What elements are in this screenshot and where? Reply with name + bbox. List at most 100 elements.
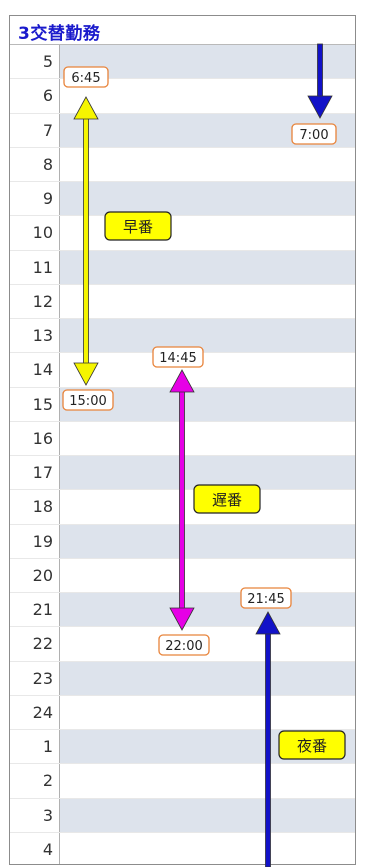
hour-cell	[60, 147, 355, 181]
hour-label-cell: 5	[10, 45, 60, 79]
early-shift-start-time: 6:45	[71, 71, 100, 86]
hour-label-cell: 4	[10, 832, 60, 864]
hour-label-cell: 18	[10, 490, 60, 524]
night-shift-arrow-head-up	[255, 611, 281, 635]
hour-row: 4	[10, 832, 355, 864]
hour-label: 11	[32, 257, 53, 277]
hour-row: 2	[10, 764, 355, 799]
hour-label-cell: 22	[10, 627, 60, 661]
hour-label-cell: 14	[10, 353, 60, 387]
hour-label: 15	[32, 394, 53, 414]
hour-label: 7	[42, 120, 53, 140]
hour-label: 5	[42, 52, 53, 72]
hour-label: 24	[32, 702, 53, 722]
hour-cell	[60, 319, 355, 353]
late-shift-start-time: 14:45	[159, 351, 196, 366]
hour-row: 12	[10, 284, 355, 319]
early-shift-arrow-shaft	[83, 116, 89, 366]
hour-cell	[60, 524, 355, 558]
hour-label-cell: 17	[10, 456, 60, 490]
late-shift-arrow-shaft	[179, 389, 185, 611]
late-shift-name: 遅番	[212, 491, 242, 509]
night-shift-arrow-head-down	[307, 95, 333, 119]
hour-label-cell: 13	[10, 319, 60, 353]
hour-label: 1	[42, 737, 53, 757]
early-shift-end-time: 15:00	[69, 394, 106, 409]
hour-cell	[60, 421, 355, 455]
hour-row: 13	[10, 319, 355, 354]
hour-label-cell: 21	[10, 593, 60, 627]
hour-label-cell: 9	[10, 182, 60, 216]
hour-label: 4	[42, 839, 53, 859]
hour-label-cell: 8	[10, 147, 60, 181]
hour-row: 6	[10, 79, 355, 114]
hour-label: 20	[32, 565, 53, 585]
hour-label: 12	[32, 291, 53, 311]
hour-label: 2	[42, 771, 53, 791]
late-shift-end-time: 22:00	[165, 639, 202, 654]
early-shift-start-time-box	[63, 66, 109, 88]
hour-label: 21	[32, 600, 53, 620]
hour-cell	[60, 593, 355, 627]
hour-row: 23	[10, 661, 355, 696]
hour-row: 20	[10, 558, 355, 593]
timetable-header: 3交替勤務	[10, 16, 355, 45]
hour-label-cell: 20	[10, 558, 60, 592]
hour-row: 24	[10, 695, 355, 730]
hour-label: 6	[42, 86, 53, 106]
shift-timetable: 3交替勤務 5 6 7 8 9 10 11 12 13 14 15 16 17 18 19 20 21 22 23 2…	[9, 15, 356, 865]
night-shift-name: 夜番	[297, 737, 327, 755]
night-shift-arrow-shaft-upper	[317, 43, 323, 99]
hour-label: 10	[32, 223, 53, 243]
hour-label: 16	[32, 428, 53, 448]
hour-label: 18	[32, 497, 53, 517]
night-shift-end-time: 7:00	[299, 128, 328, 143]
timetable-title: 3交替勤務	[18, 24, 101, 44]
night-shift-end-time-box	[291, 123, 337, 145]
hour-cell	[60, 182, 355, 216]
hour-label-cell: 2	[10, 764, 60, 798]
hour-label: 22	[32, 634, 53, 654]
hour-label-cell: 10	[10, 216, 60, 250]
hour-label-cell: 12	[10, 284, 60, 318]
hour-cell	[60, 764, 355, 798]
hour-cell	[60, 284, 355, 318]
hour-label: 23	[32, 668, 53, 688]
hour-row: 16	[10, 421, 355, 456]
hour-label-cell: 23	[10, 661, 60, 695]
hour-cell	[60, 79, 355, 113]
hour-label: 14	[32, 360, 53, 380]
hour-label-cell: 16	[10, 421, 60, 455]
hour-row: 9	[10, 182, 355, 217]
hour-cell	[60, 832, 355, 864]
hour-label: 17	[32, 463, 53, 483]
hour-row: 22	[10, 627, 355, 662]
hour-cell	[60, 456, 355, 490]
early-shift-arrow-head-bottom	[73, 362, 99, 386]
late-shift-arrow-head-bottom	[169, 607, 195, 631]
early-shift-name: 早番	[123, 218, 153, 236]
early-shift-name-box	[104, 211, 172, 241]
hour-row: 3	[10, 798, 355, 833]
night-shift-arrow-shaft-lower	[265, 631, 271, 867]
hour-label: 3	[42, 805, 53, 825]
hour-row: 11	[10, 250, 355, 285]
hour-label: 9	[42, 189, 53, 209]
hour-cell	[60, 695, 355, 729]
hour-cell	[60, 353, 355, 387]
hour-row: 21	[10, 593, 355, 628]
hour-cell	[60, 558, 355, 592]
late-shift-arrow-head-top	[169, 369, 195, 393]
hour-row: 17	[10, 456, 355, 491]
hour-label-cell: 24	[10, 695, 60, 729]
hour-label-cell: 11	[10, 250, 60, 284]
hour-label-cell: 19	[10, 524, 60, 558]
early-shift-end-time-box	[62, 389, 114, 411]
late-shift-start-time-box	[152, 346, 204, 368]
late-shift-name-box	[193, 484, 261, 514]
hour-cell	[60, 250, 355, 284]
night-shift-start-time: 21:45	[247, 592, 284, 607]
hour-row: 5	[10, 45, 355, 80]
hour-label-cell: 7	[10, 113, 60, 147]
